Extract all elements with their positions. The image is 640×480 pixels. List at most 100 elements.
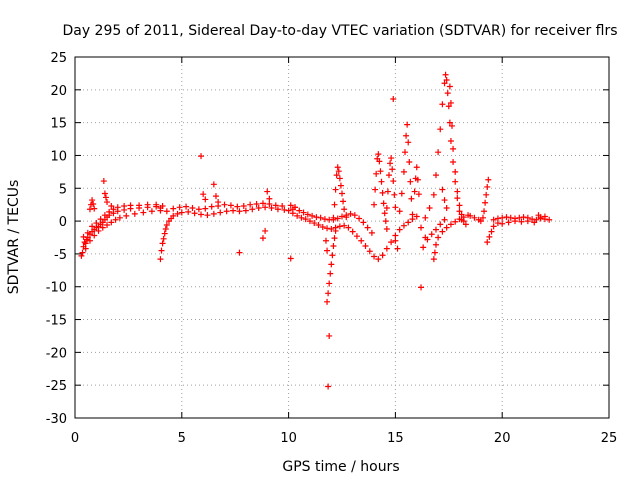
x-tick-label: 0 [71, 431, 79, 446]
data-point [415, 191, 422, 198]
data-point [520, 214, 527, 221]
data-point [402, 149, 409, 156]
data-point [398, 190, 405, 197]
data-point [86, 237, 93, 244]
data-point [157, 256, 164, 263]
y-tick-label: -15 [46, 314, 67, 329]
data-point [403, 132, 410, 139]
data-point [345, 224, 352, 231]
data-point [408, 195, 415, 202]
data-point [157, 207, 164, 214]
data-point [439, 101, 446, 108]
data-point [89, 223, 96, 230]
data-point [329, 252, 336, 259]
data-point [447, 138, 454, 145]
data-point [289, 210, 296, 217]
data-point [422, 214, 429, 221]
data-point [341, 206, 348, 213]
data-point [101, 212, 108, 219]
data-point [447, 99, 454, 106]
data-point [378, 178, 385, 185]
data-point [262, 204, 269, 211]
data-point [234, 203, 241, 210]
data-point [407, 178, 414, 185]
data-point [255, 204, 262, 211]
data-point [325, 290, 332, 297]
y-tick-label: 0 [59, 215, 67, 230]
y-tick-label: -10 [46, 281, 67, 296]
data-point [300, 209, 307, 216]
data-point [332, 186, 339, 193]
data-point [191, 210, 198, 217]
data-point [174, 210, 181, 217]
data-point [388, 239, 395, 246]
data-point [140, 209, 147, 216]
data-point [400, 168, 407, 175]
data-point [89, 197, 96, 204]
data-point [97, 216, 104, 223]
data-point [339, 213, 345, 220]
data-point [462, 221, 469, 228]
data-point [331, 235, 338, 242]
data-point [281, 206, 288, 213]
data-point [99, 224, 106, 231]
data-point [435, 149, 442, 156]
data-point [317, 214, 324, 221]
data-point [353, 233, 360, 240]
data-point [529, 216, 536, 223]
data-point [332, 227, 339, 234]
data-point [484, 183, 491, 190]
data-point [384, 188, 391, 195]
data-point [371, 201, 378, 208]
data-point [227, 202, 234, 209]
data-point [108, 202, 115, 209]
data-point [349, 228, 356, 235]
data-point [387, 160, 394, 167]
data-point [456, 202, 463, 209]
data-point [484, 239, 491, 246]
data-point [249, 206, 256, 213]
data-point [274, 206, 281, 213]
data-point [335, 168, 342, 175]
data-point [456, 216, 463, 223]
data-point [360, 219, 367, 226]
data-point [123, 212, 130, 219]
data-point [170, 212, 177, 219]
data-point [409, 211, 416, 218]
data-point [364, 224, 371, 231]
data-point [481, 208, 488, 215]
x-tick-label: 20 [494, 431, 511, 446]
data-point [95, 227, 102, 234]
data-point [221, 201, 228, 208]
data-point [259, 235, 266, 242]
x-tick-label: 25 [601, 431, 618, 446]
series-sdtvar [78, 71, 553, 390]
data-point [467, 212, 474, 219]
data-point [379, 252, 386, 259]
data-point [375, 256, 382, 263]
data-point [454, 195, 461, 202]
data-point [311, 220, 318, 227]
data-point [208, 203, 215, 210]
data-point [247, 201, 254, 208]
data-point [330, 243, 337, 250]
data-point [204, 212, 211, 219]
data-point [189, 204, 196, 211]
plot-border [74, 56, 610, 419]
data-point [315, 222, 322, 229]
y-tick-label: 15 [50, 117, 67, 132]
data-point [524, 218, 531, 225]
y-tick-label: -30 [46, 412, 67, 427]
data-point [287, 255, 294, 262]
data-point [294, 212, 301, 219]
data-point [443, 224, 450, 231]
data-point [84, 229, 91, 236]
data-point [162, 225, 169, 232]
data-point [336, 223, 343, 230]
data-point [437, 126, 444, 133]
data-point [396, 208, 403, 215]
data-point [454, 188, 461, 195]
data-point [104, 199, 111, 206]
y-tick-label: 10 [50, 149, 67, 164]
